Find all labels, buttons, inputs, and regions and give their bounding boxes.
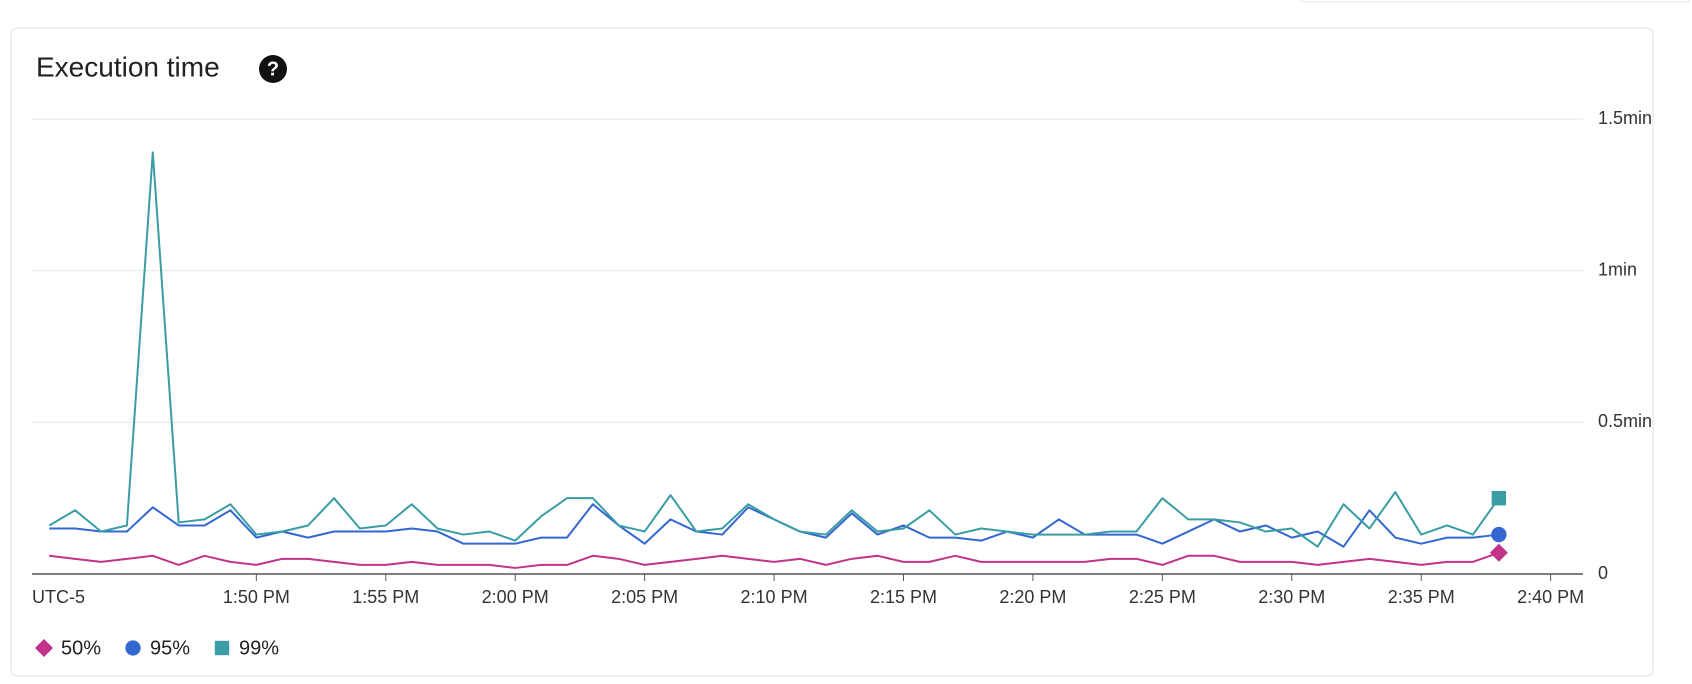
y-tick-label: 1min (1598, 259, 1637, 279)
x-tick-label: 2:10 PM (741, 587, 808, 607)
legend-marker (125, 640, 141, 656)
x-tick-label: 2:20 PM (999, 587, 1066, 607)
marker (1491, 526, 1507, 543)
series-line (48, 151, 1500, 548)
legend-marker (214, 640, 230, 656)
series-line (49, 551, 1500, 569)
legend-marker (35, 639, 53, 657)
card (10, 27, 1654, 677)
marker (1489, 543, 1508, 562)
marker (1491, 490, 1507, 506)
x-tick-label: 2:40 PM (1517, 587, 1584, 607)
x-tick-label: 2:00 PM (482, 587, 549, 607)
x-tick-label: 2:30 PM (1258, 587, 1325, 607)
x-tick-label: 2:15 PM (870, 587, 937, 607)
x-tick-label: 1:50 PM (223, 587, 290, 607)
x-axis-label: UTC-5 (32, 587, 85, 607)
top-panel (1299, 0, 1691, 3)
y-tick-label: 1.5min (1598, 108, 1652, 128)
legend-label: 95% (150, 637, 190, 659)
x-tick-label: 1:55 PM (352, 587, 419, 607)
help-icon-glyph[interactable]: ? (267, 58, 279, 80)
y-tick-label: 0 (1598, 563, 1608, 583)
y-tick-label: 0.5min (1598, 411, 1652, 431)
chart-title: Execution time (36, 51, 220, 82)
help-icon[interactable] (259, 55, 287, 83)
x-tick-label: 2:35 PM (1388, 587, 1455, 607)
x-tick-label: 2:25 PM (1129, 587, 1196, 607)
legend-label: 50% (61, 637, 101, 659)
x-tick-label: 2:05 PM (611, 587, 678, 607)
legend-label: 99% (239, 637, 279, 659)
